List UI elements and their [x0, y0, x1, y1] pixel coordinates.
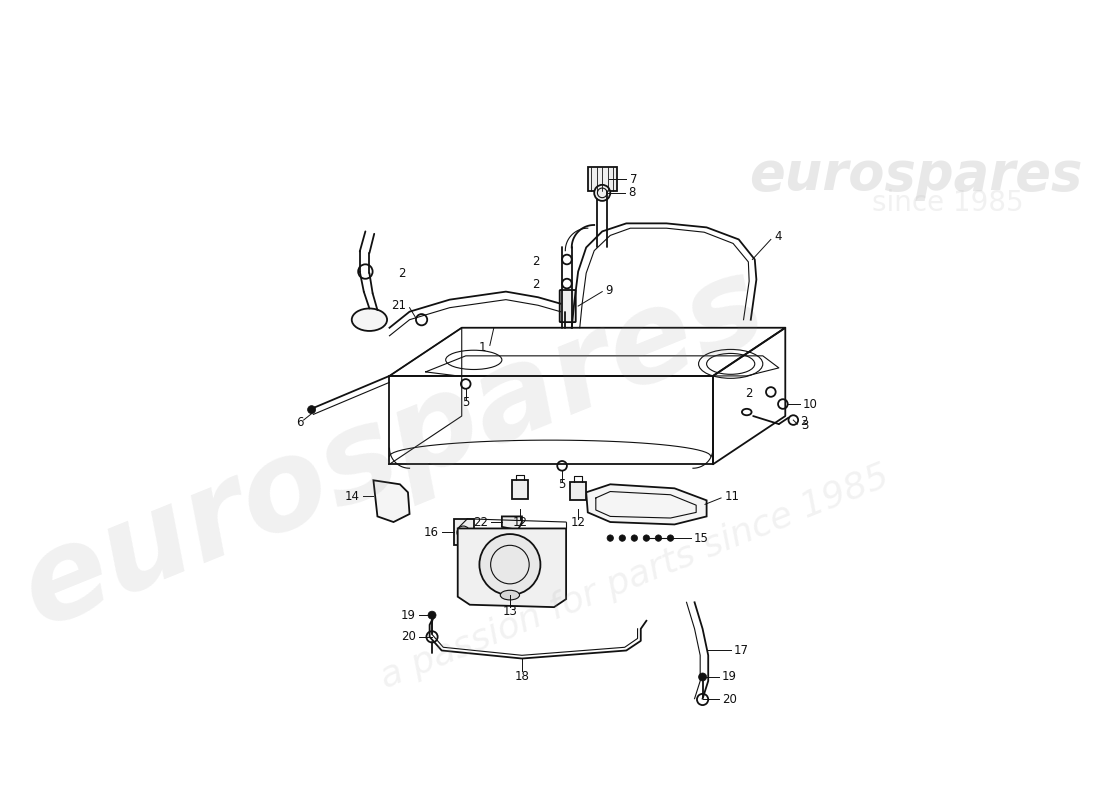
Text: 11: 11	[724, 490, 739, 503]
Text: 2: 2	[532, 254, 540, 268]
Text: 5: 5	[559, 478, 565, 490]
Text: 8: 8	[628, 186, 636, 199]
Text: 19: 19	[402, 609, 416, 622]
Circle shape	[631, 535, 638, 542]
Text: 2: 2	[801, 415, 808, 428]
Circle shape	[644, 535, 650, 542]
Text: since 1985: since 1985	[871, 190, 1023, 218]
Bar	[453, 519, 474, 545]
Text: 17: 17	[734, 644, 749, 657]
Polygon shape	[502, 517, 521, 530]
Text: 4: 4	[774, 230, 782, 242]
Text: 2: 2	[745, 387, 752, 400]
Text: 14: 14	[344, 490, 360, 503]
Text: 2: 2	[398, 266, 406, 280]
Circle shape	[656, 535, 661, 542]
Text: 6: 6	[297, 416, 304, 429]
Polygon shape	[587, 167, 617, 191]
Text: a passion for parts since 1985: a passion for parts since 1985	[375, 458, 894, 694]
Text: 9: 9	[605, 283, 613, 297]
Text: 12: 12	[571, 515, 585, 529]
Text: 5: 5	[462, 396, 470, 409]
Circle shape	[607, 535, 614, 542]
Circle shape	[668, 535, 673, 542]
Polygon shape	[586, 484, 706, 525]
Text: 13: 13	[503, 606, 517, 618]
Circle shape	[619, 535, 626, 542]
Text: 3: 3	[801, 419, 808, 432]
Text: 7: 7	[629, 173, 637, 186]
Ellipse shape	[352, 309, 387, 331]
Text: 22: 22	[473, 515, 488, 529]
Text: eurospares: eurospares	[4, 244, 782, 652]
Text: 1: 1	[480, 342, 486, 354]
Circle shape	[308, 406, 316, 414]
Circle shape	[428, 611, 436, 619]
Circle shape	[480, 534, 540, 595]
Ellipse shape	[500, 590, 519, 600]
Circle shape	[594, 185, 610, 201]
Polygon shape	[570, 482, 586, 500]
Text: 21: 21	[392, 298, 406, 312]
Text: 15: 15	[694, 531, 708, 545]
Text: 12: 12	[513, 515, 528, 529]
Polygon shape	[373, 480, 409, 522]
Text: 18: 18	[515, 670, 529, 682]
Polygon shape	[458, 529, 566, 607]
Text: 10: 10	[803, 398, 817, 410]
Text: eurospares: eurospares	[749, 150, 1082, 202]
Text: 20: 20	[722, 693, 737, 706]
Text: 2: 2	[532, 278, 540, 291]
Polygon shape	[513, 480, 528, 498]
FancyBboxPatch shape	[560, 290, 575, 322]
Text: 16: 16	[424, 526, 439, 539]
Text: 19: 19	[722, 670, 737, 683]
Circle shape	[698, 673, 706, 681]
Text: 20: 20	[402, 630, 416, 643]
